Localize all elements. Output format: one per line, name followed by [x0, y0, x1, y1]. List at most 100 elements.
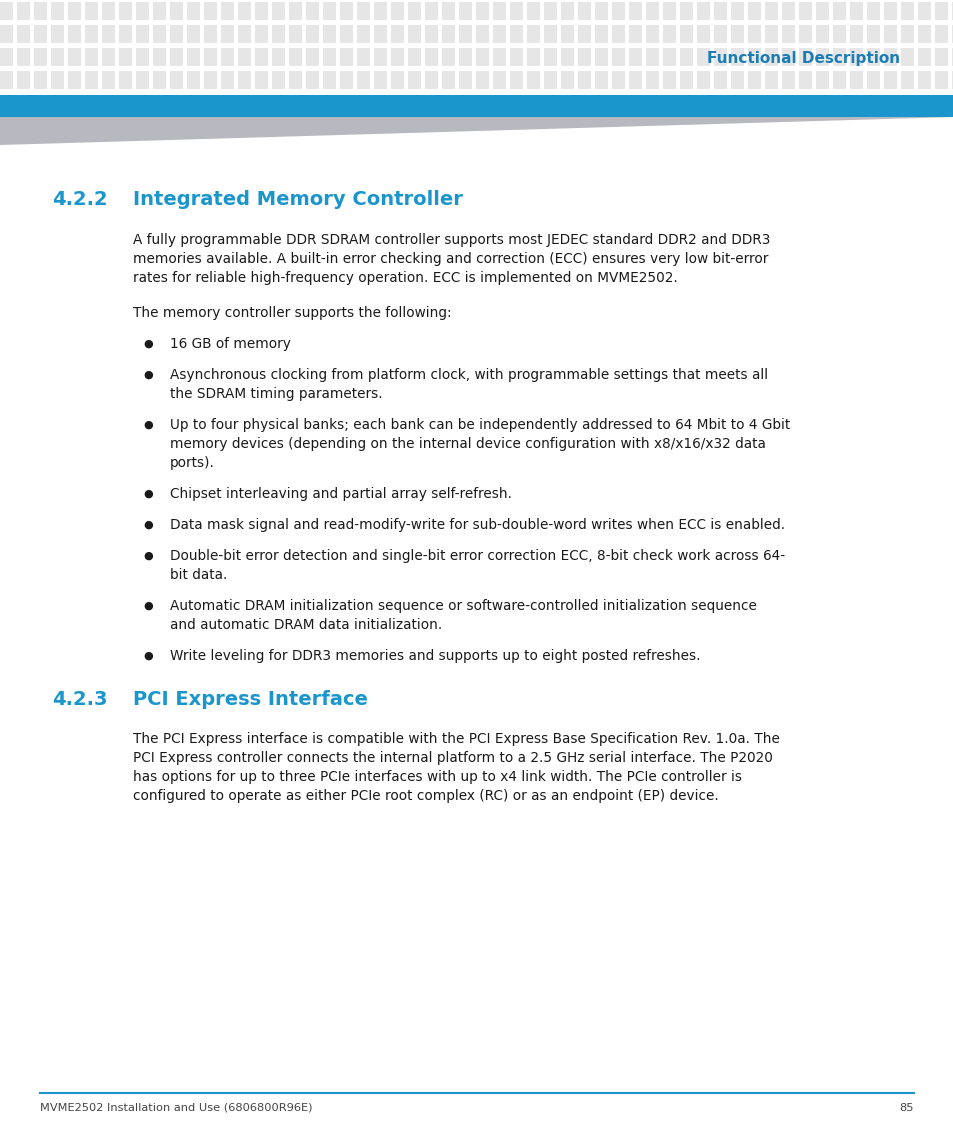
Bar — [612, 2, 624, 19]
Bar — [560, 71, 574, 89]
Bar — [441, 71, 455, 89]
Bar — [17, 71, 30, 89]
Bar — [323, 71, 335, 89]
Bar — [781, 25, 794, 44]
Bar — [237, 2, 251, 19]
Bar — [866, 25, 879, 44]
Bar — [17, 2, 30, 19]
Bar — [204, 48, 216, 66]
Bar — [832, 2, 845, 19]
Bar — [323, 2, 335, 19]
Bar — [560, 2, 574, 19]
Bar — [662, 71, 676, 89]
Text: Chipset interleaving and partial array self-refresh.: Chipset interleaving and partial array s… — [170, 487, 512, 502]
Bar — [476, 25, 489, 44]
Bar — [289, 25, 302, 44]
Bar — [849, 2, 862, 19]
Bar — [272, 71, 285, 89]
Bar — [119, 2, 132, 19]
Bar — [408, 48, 420, 66]
Bar — [187, 71, 200, 89]
Bar — [136, 71, 149, 89]
Bar — [730, 2, 743, 19]
Bar — [900, 71, 913, 89]
Bar — [34, 48, 47, 66]
Bar — [34, 2, 47, 19]
Bar — [849, 25, 862, 44]
Bar — [934, 48, 947, 66]
Bar — [221, 2, 233, 19]
Text: 4.2.3: 4.2.3 — [52, 690, 108, 709]
Bar — [170, 25, 183, 44]
Bar — [662, 2, 676, 19]
Bar — [697, 71, 709, 89]
Bar — [628, 2, 641, 19]
Bar — [900, 2, 913, 19]
Text: MVME2502 Installation and Use (6806800R96E): MVME2502 Installation and Use (6806800R9… — [40, 1103, 313, 1113]
Text: configured to operate as either PCIe root complex (RC) or as an endpoint (EP) de: configured to operate as either PCIe roo… — [132, 789, 718, 803]
Bar — [0, 95, 953, 117]
Bar — [306, 71, 318, 89]
Bar — [628, 25, 641, 44]
Bar — [713, 48, 726, 66]
Text: Asynchronous clocking from platform clock, with programmable settings that meets: Asynchronous clocking from platform cloc… — [170, 368, 767, 382]
Bar — [187, 2, 200, 19]
Bar — [883, 25, 896, 44]
Bar — [204, 25, 216, 44]
Bar — [526, 25, 539, 44]
Bar — [458, 71, 472, 89]
Text: The memory controller supports the following:: The memory controller supports the follo… — [132, 306, 451, 319]
Bar — [934, 25, 947, 44]
Bar — [187, 48, 200, 66]
Bar — [764, 2, 778, 19]
Bar — [747, 71, 760, 89]
Bar — [34, 71, 47, 89]
Bar — [119, 25, 132, 44]
Bar — [391, 48, 403, 66]
Bar — [391, 25, 403, 44]
Bar — [951, 25, 953, 44]
Bar — [476, 48, 489, 66]
Bar — [339, 25, 353, 44]
Bar — [713, 2, 726, 19]
Bar — [815, 71, 828, 89]
Bar — [34, 25, 47, 44]
Text: has options for up to three PCIe interfaces with up to x4 link width. The PCIe c: has options for up to three PCIe interfa… — [132, 769, 741, 784]
Bar — [102, 2, 115, 19]
Bar — [917, 25, 930, 44]
Bar — [917, 2, 930, 19]
Bar — [900, 48, 913, 66]
Bar — [781, 71, 794, 89]
Bar — [424, 48, 437, 66]
Text: ●: ● — [143, 520, 152, 530]
Bar — [764, 71, 778, 89]
Text: ●: ● — [143, 601, 152, 611]
Bar — [102, 71, 115, 89]
Bar — [68, 25, 81, 44]
Bar — [595, 48, 607, 66]
Text: PCI Express controller connects the internal platform to a 2.5 GHz serial interf: PCI Express controller connects the inte… — [132, 751, 772, 765]
Bar — [747, 48, 760, 66]
Bar — [679, 25, 692, 44]
Bar — [526, 71, 539, 89]
Bar — [254, 48, 268, 66]
Bar — [51, 48, 64, 66]
Bar — [543, 48, 557, 66]
Text: Automatic DRAM initialization sequence or software-controlled initialization seq: Automatic DRAM initialization sequence o… — [170, 599, 756, 613]
Bar — [441, 48, 455, 66]
Bar — [374, 25, 387, 44]
Bar — [136, 48, 149, 66]
Text: ●: ● — [143, 489, 152, 499]
Bar — [679, 48, 692, 66]
Bar — [713, 71, 726, 89]
Bar — [747, 25, 760, 44]
Bar — [781, 48, 794, 66]
Text: ●: ● — [143, 551, 152, 561]
Bar — [799, 25, 811, 44]
Bar — [883, 48, 896, 66]
Bar — [391, 2, 403, 19]
Bar — [917, 71, 930, 89]
Bar — [493, 25, 505, 44]
Bar — [289, 2, 302, 19]
Bar — [493, 71, 505, 89]
